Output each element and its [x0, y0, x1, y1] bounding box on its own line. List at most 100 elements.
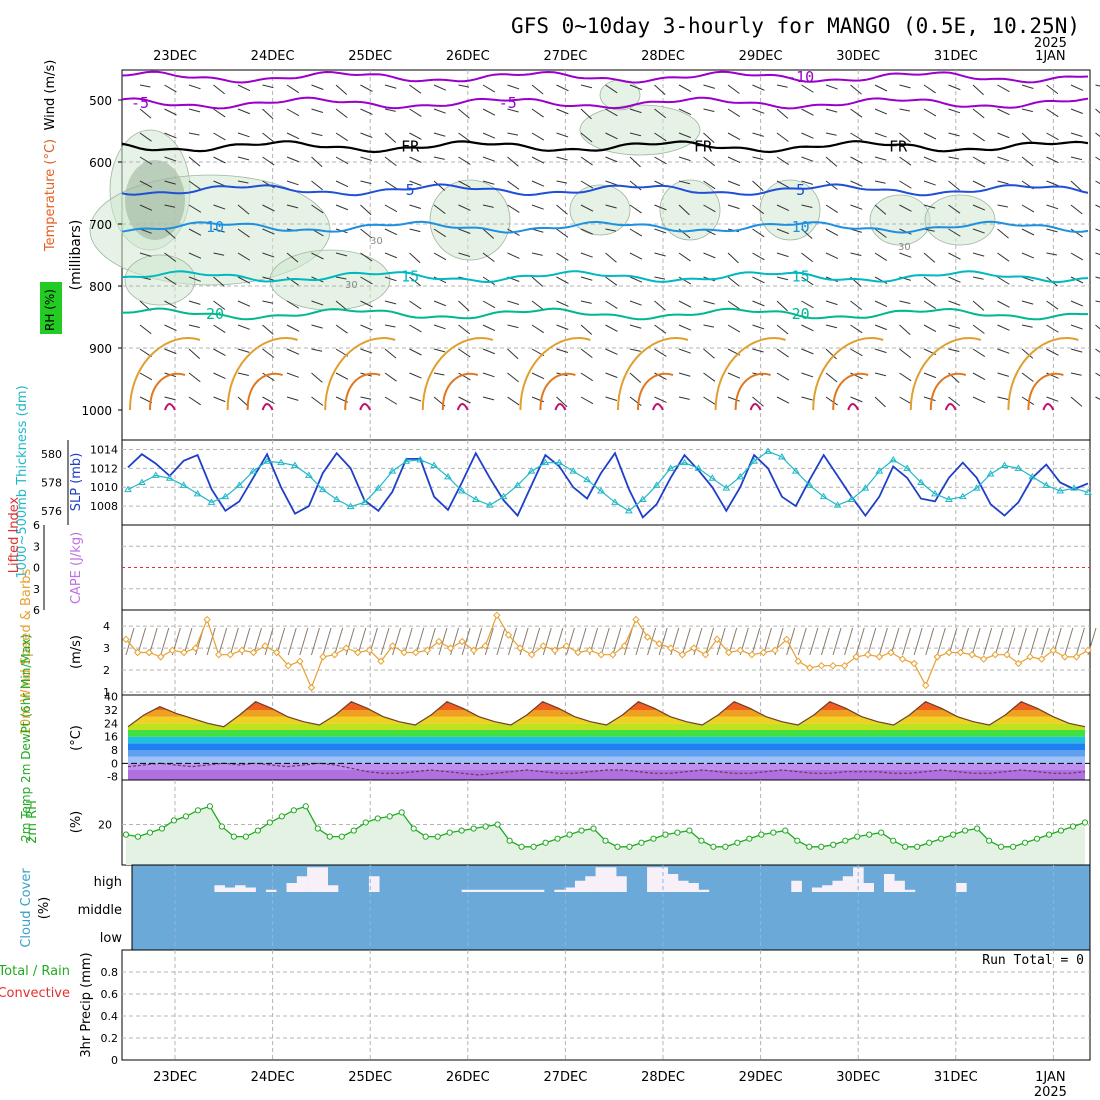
high-cloud-bar: [904, 889, 916, 892]
high-cloud-bar: [894, 880, 905, 892]
cloud-axis-label: Cloud Cover: [19, 868, 34, 948]
wind-barb: [899, 372, 912, 382]
wind-barb: [874, 324, 887, 331]
wind-barb: [948, 348, 960, 352]
wind-barb: [1095, 156, 1100, 161]
rh-point: [230, 833, 237, 840]
wind-barb: [311, 180, 324, 191]
wind-barb: [997, 372, 1009, 377]
wind-barb: [409, 372, 422, 379]
wind-barb: [409, 180, 422, 186]
wind-barb: [948, 252, 961, 260]
wind-barb: [213, 300, 226, 310]
wind-barb: [335, 300, 348, 311]
wind-barb: [311, 108, 324, 114]
wind-barb: [286, 348, 300, 355]
wind-barb: [262, 372, 275, 381]
thickness-point: [124, 485, 132, 493]
high-cloud-bar: [956, 883, 967, 892]
wind-barb: [801, 132, 814, 139]
thickness-point: [499, 492, 508, 500]
rh-point: [542, 839, 549, 846]
high-cloud-bar: [647, 867, 658, 892]
wind10m-point: [840, 661, 849, 670]
thickness-point: [527, 467, 536, 474]
top-date-axis: 23DEC 24DEC 25DEC 26DEC 27DEC 28DEC 29DEC 30DEC…: [153, 36, 1067, 64]
bottom-day-label: 31DEC: [934, 1070, 978, 1085]
wind-barb: [409, 396, 422, 402]
wind-barb: [801, 252, 814, 263]
thickness-point: [304, 471, 313, 478]
wind-barb: [482, 108, 496, 116]
thickness-point: [207, 498, 216, 505]
wind-barb: [164, 132, 177, 139]
isotherm-label: -5: [499, 94, 517, 112]
bottom-day-label: 28DEC: [641, 1070, 685, 1085]
wind10m-point: [388, 642, 397, 650]
wind-barb: [311, 348, 323, 352]
dewpoint-line: [127, 762, 1086, 776]
rh-point: [422, 833, 429, 840]
isotherm-15: [121, 270, 1089, 284]
wind10m-point: [215, 650, 223, 659]
wind-barb: [458, 132, 471, 142]
wind-barb: [1021, 348, 1034, 359]
rh-point: [842, 837, 849, 844]
thickness-point: [750, 457, 758, 464]
wind-barb: [213, 252, 225, 256]
wind-barb: [139, 180, 153, 188]
wind-barb: [972, 252, 985, 257]
wind10m-barb: [1017, 627, 1027, 656]
wind-barb: [188, 396, 201, 406]
wind-barb: [335, 180, 349, 188]
wind10m-point: [922, 681, 930, 690]
wind-barb: [605, 396, 618, 402]
wind10m-point: [667, 644, 675, 652]
rh-point: [662, 831, 669, 838]
wind-barb: [213, 84, 226, 95]
wind-barb: [678, 348, 691, 354]
bl-temp-contour: [929, 372, 967, 411]
wind-barb: [360, 348, 373, 354]
wind-barb: [629, 204, 642, 214]
wind-barb: [311, 204, 324, 214]
pressure-tick-label: 600: [89, 156, 112, 170]
wind10m-point: [226, 650, 235, 659]
wind-barb: [139, 108, 152, 119]
wind-barb: [1021, 132, 1033, 144]
wind10m-point: [527, 650, 536, 659]
wind-barb: [1046, 204, 1059, 210]
wind-barb: [311, 252, 324, 260]
wind-barb: [997, 204, 1008, 208]
li-tick-label: 0: [33, 562, 40, 575]
thickness-point: [944, 495, 953, 502]
wind-barb: [433, 156, 445, 160]
wind-barb: [556, 348, 569, 354]
wind-barb: [458, 156, 471, 165]
wind10m-point: [794, 657, 802, 665]
high-cloud-bar: [698, 889, 710, 892]
wind-barb: [703, 108, 715, 112]
wind-barb: [997, 132, 1010, 139]
wind-barb: [752, 348, 764, 353]
wind-barb: [825, 372, 838, 383]
thickness-point: [624, 506, 633, 514]
wind10m-barb: [867, 627, 877, 656]
rh-point: [674, 829, 681, 836]
wind-barb: [262, 84, 274, 89]
thickness-point: [541, 458, 550, 466]
wind-barb: [654, 156, 667, 165]
wind10m-point: [145, 648, 153, 657]
thickness-point: [1084, 488, 1092, 495]
high-cloud-bar: [616, 876, 627, 892]
wind-barb: [384, 84, 397, 89]
wind-barb: [139, 156, 153, 165]
wind-barb: [311, 324, 323, 329]
temp-band: [128, 756, 1085, 764]
bl-temp-contour: [812, 337, 884, 411]
wind-barb: [384, 228, 398, 236]
rh2m-axis-label: 2m RH: [25, 800, 40, 844]
wind10m-point: [1026, 653, 1034, 661]
wind-barb: [678, 156, 691, 162]
